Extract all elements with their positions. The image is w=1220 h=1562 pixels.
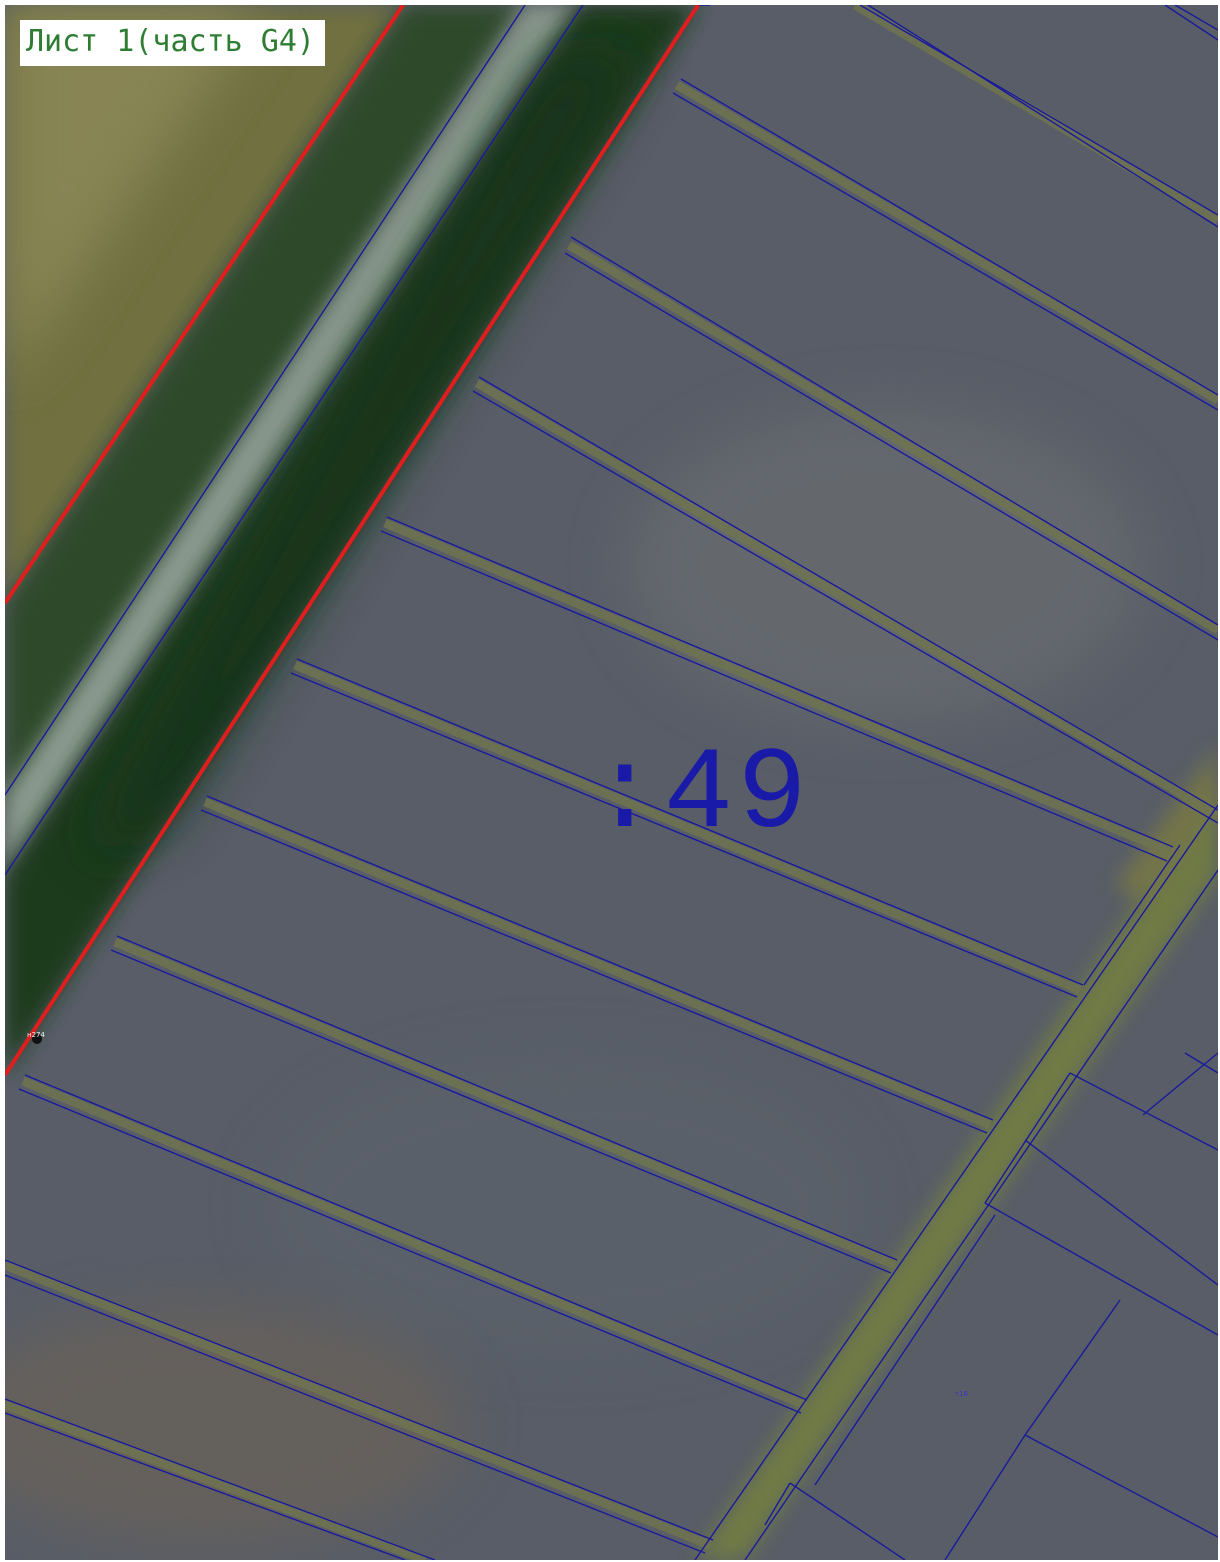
tree-belt-core [85, 45, 645, 855]
field-patch [625, 405, 1145, 725]
cadastral-lines [5, 5, 1218, 1560]
boundary-point-label: н274 [27, 1031, 45, 1039]
small-parcel-label: т16 [955, 1390, 968, 1398]
satellite-map[interactable]: н274 т16 :49 [5, 5, 1218, 1560]
boundary-point-marker[interactable] [32, 1034, 42, 1044]
map-canvas [5, 5, 1218, 1560]
field-patch [265, 1055, 865, 1355]
parcel-strips [5, 5, 1218, 1560]
grass-strip [695, 785, 1218, 1560]
grass-strip-edge [1115, 745, 1218, 905]
sheet-title-label: Лист 1(часть G4) [20, 20, 325, 66]
boundary-lines [5, 5, 700, 1077]
parcel-number-label[interactable]: :49 [590, 729, 811, 861]
field-patch [5, 1305, 465, 1545]
outer-soil-highlight [5, 5, 265, 385]
